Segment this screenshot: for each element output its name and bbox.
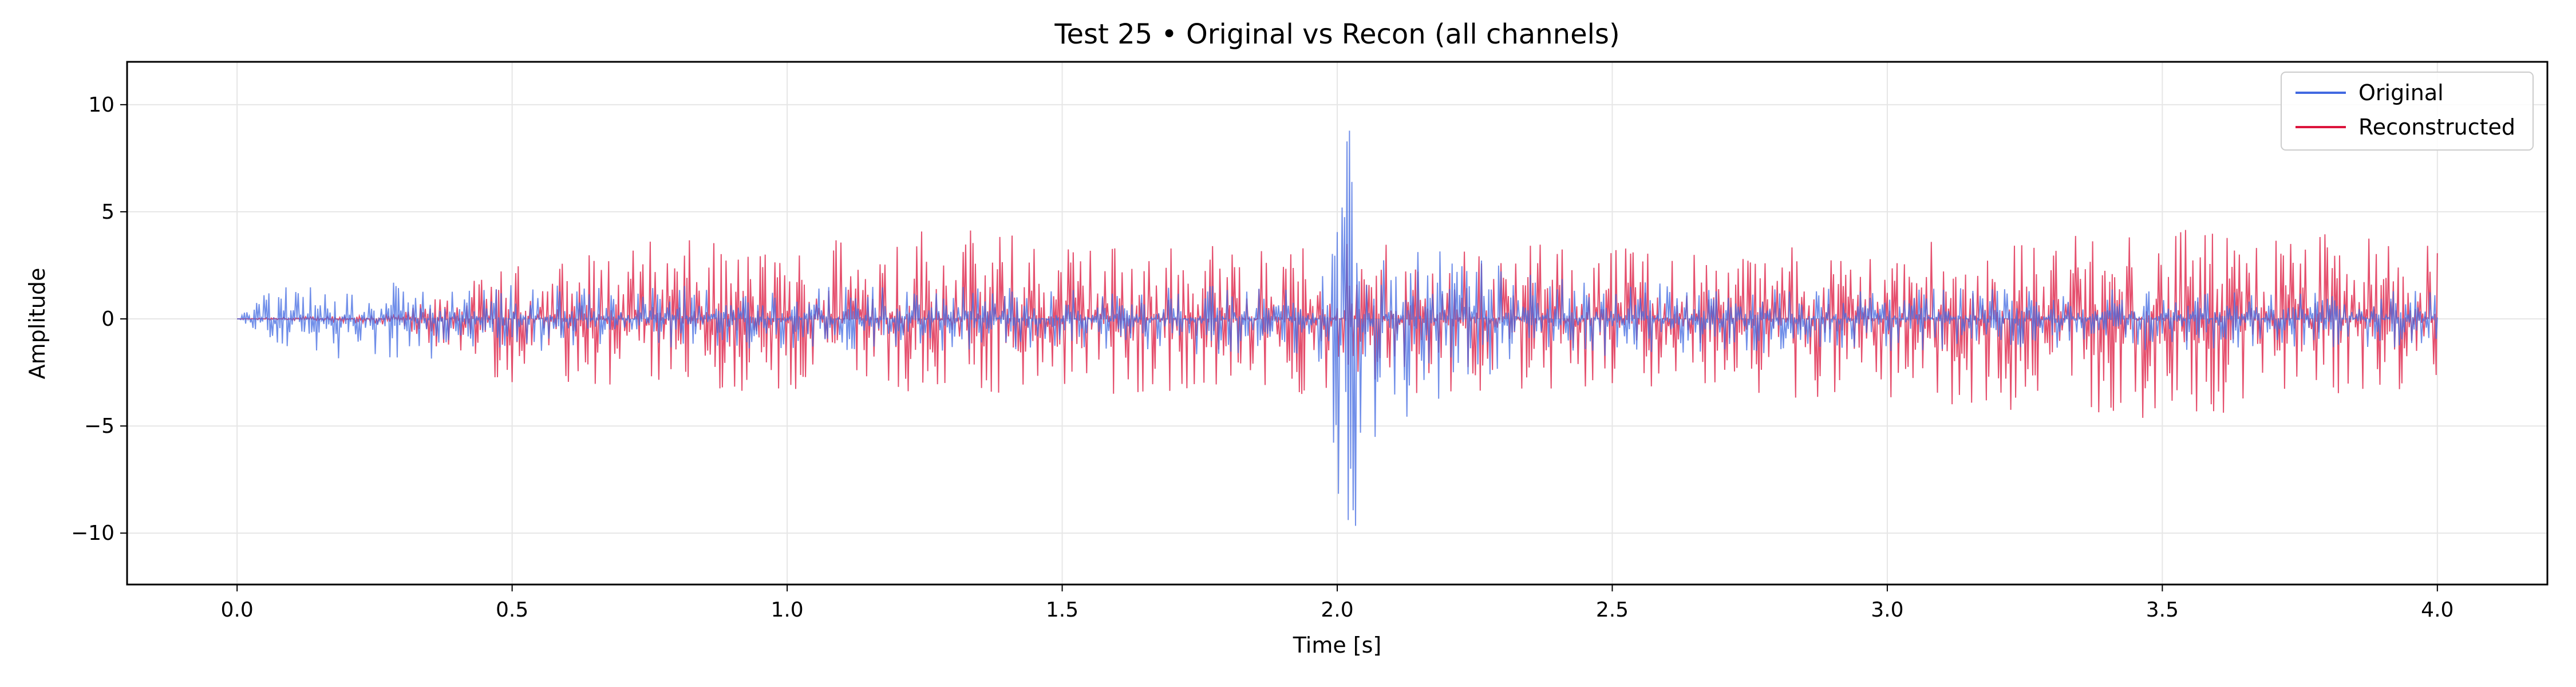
x-tick-label: 2.5 xyxy=(1596,598,1629,622)
y-tick-label: 5 xyxy=(101,200,114,224)
x-tick-label: 1.0 xyxy=(771,598,803,622)
x-axis-label: Time [s] xyxy=(1293,633,1382,658)
y-tick-label: −10 xyxy=(71,522,114,545)
legend-original-label: Original xyxy=(2358,80,2444,105)
x-tick-label: 3.5 xyxy=(2146,598,2179,622)
x-tick-label: 2.0 xyxy=(1321,598,1353,622)
chart-title: Test 25 • Original vs Recon (all channel… xyxy=(1054,18,1619,50)
legend-reconstructed-label: Reconstructed xyxy=(2358,114,2515,140)
plot-area xyxy=(237,131,2438,526)
x-tick-label: 4.0 xyxy=(2421,598,2453,622)
x-tick-label: 0.0 xyxy=(221,598,254,622)
legend: Original Reconstructed xyxy=(2281,72,2534,151)
x-axis: 0.0 0.5 1.0 1.5 2.0 2.5 3.0 3.5 4.0 xyxy=(221,585,2453,622)
x-tick-label: 0.5 xyxy=(496,598,528,622)
y-axis: −10 −5 0 5 10 xyxy=(71,93,127,545)
y-tick-label: −5 xyxy=(84,414,114,438)
y-tick-label: 0 xyxy=(101,307,114,331)
y-axis-label: Amplitude xyxy=(25,268,50,380)
series-line-original xyxy=(237,131,2438,526)
x-tick-label: 1.5 xyxy=(1046,598,1078,622)
y-tick-label: 10 xyxy=(88,93,114,117)
x-tick-label: 3.0 xyxy=(1871,598,1903,622)
axes-frame xyxy=(126,61,2549,586)
